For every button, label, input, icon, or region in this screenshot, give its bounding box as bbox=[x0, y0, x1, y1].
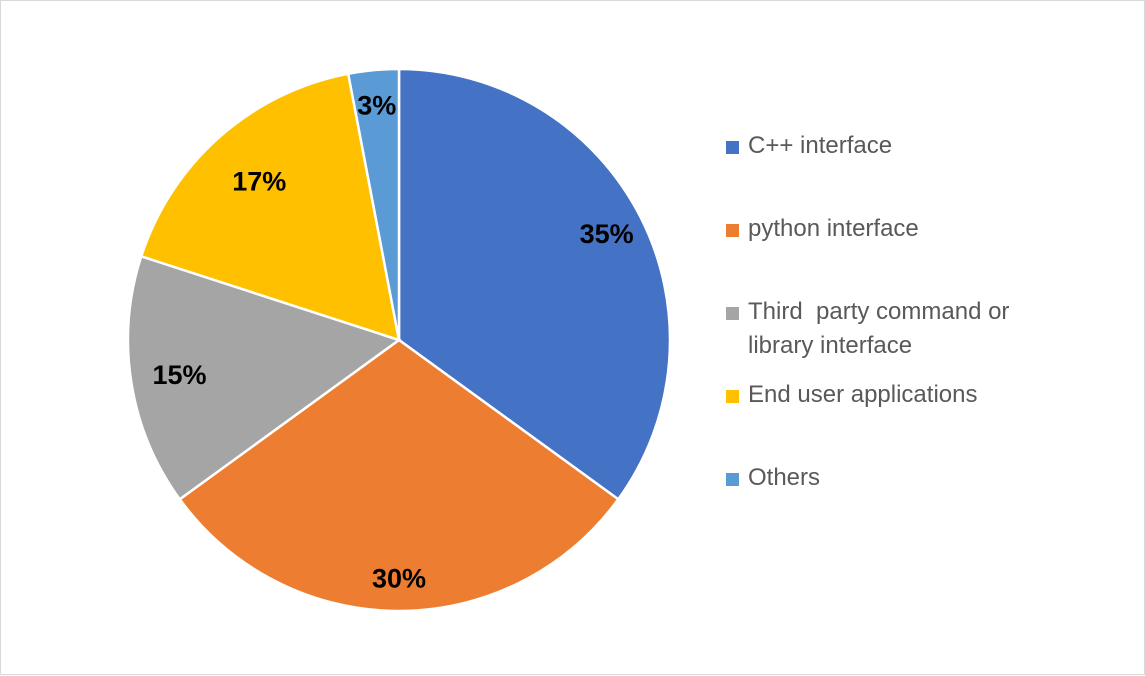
pie-slice-end-user-applications bbox=[139, 72, 401, 342]
data-label-python-interface: 30% bbox=[372, 563, 426, 593]
pie-data-labels: 35% 30% 15% 17% 3% bbox=[152, 90, 633, 593]
data-label-others: 3% bbox=[357, 90, 396, 120]
legend-swatch-cpp-interface bbox=[726, 141, 739, 154]
legend-item-others: Others bbox=[726, 461, 1126, 495]
pie-slice-others bbox=[346, 67, 401, 341]
legend-item-end-user-applications: End user applications bbox=[726, 378, 1126, 412]
legend-swatch-end-user-applications bbox=[726, 390, 739, 403]
legend-item-python-interface: python interface bbox=[726, 212, 1126, 246]
data-label-end-user-applications: 17% bbox=[232, 166, 286, 196]
legend-swatch-python-interface bbox=[726, 224, 739, 237]
legend-item-third-party: Third party command or library interface bbox=[726, 295, 1126, 363]
legend-swatch-third-party bbox=[726, 307, 739, 320]
data-label-cpp-interface: 35% bbox=[580, 219, 634, 249]
legend-item-cpp-interface: C++ interface bbox=[726, 129, 1126, 163]
data-label-third-party: 15% bbox=[152, 360, 206, 390]
legend-label-end-user-applications: End user applications bbox=[748, 381, 978, 408]
pie-slice-cpp-interface bbox=[397, 67, 672, 502]
legend-label-others: Others bbox=[748, 464, 821, 491]
legend-swatch-others bbox=[726, 473, 739, 486]
legend-label-python-interface: python interface bbox=[748, 215, 919, 242]
pie-slice-python-interface bbox=[178, 338, 620, 613]
pie-slice-third-party bbox=[126, 254, 402, 502]
pie-slices bbox=[126, 67, 672, 613]
legend-label-cpp-interface: C++ interface bbox=[748, 132, 893, 159]
legend-label-third-party: Third party command or library interface bbox=[748, 298, 1017, 359]
